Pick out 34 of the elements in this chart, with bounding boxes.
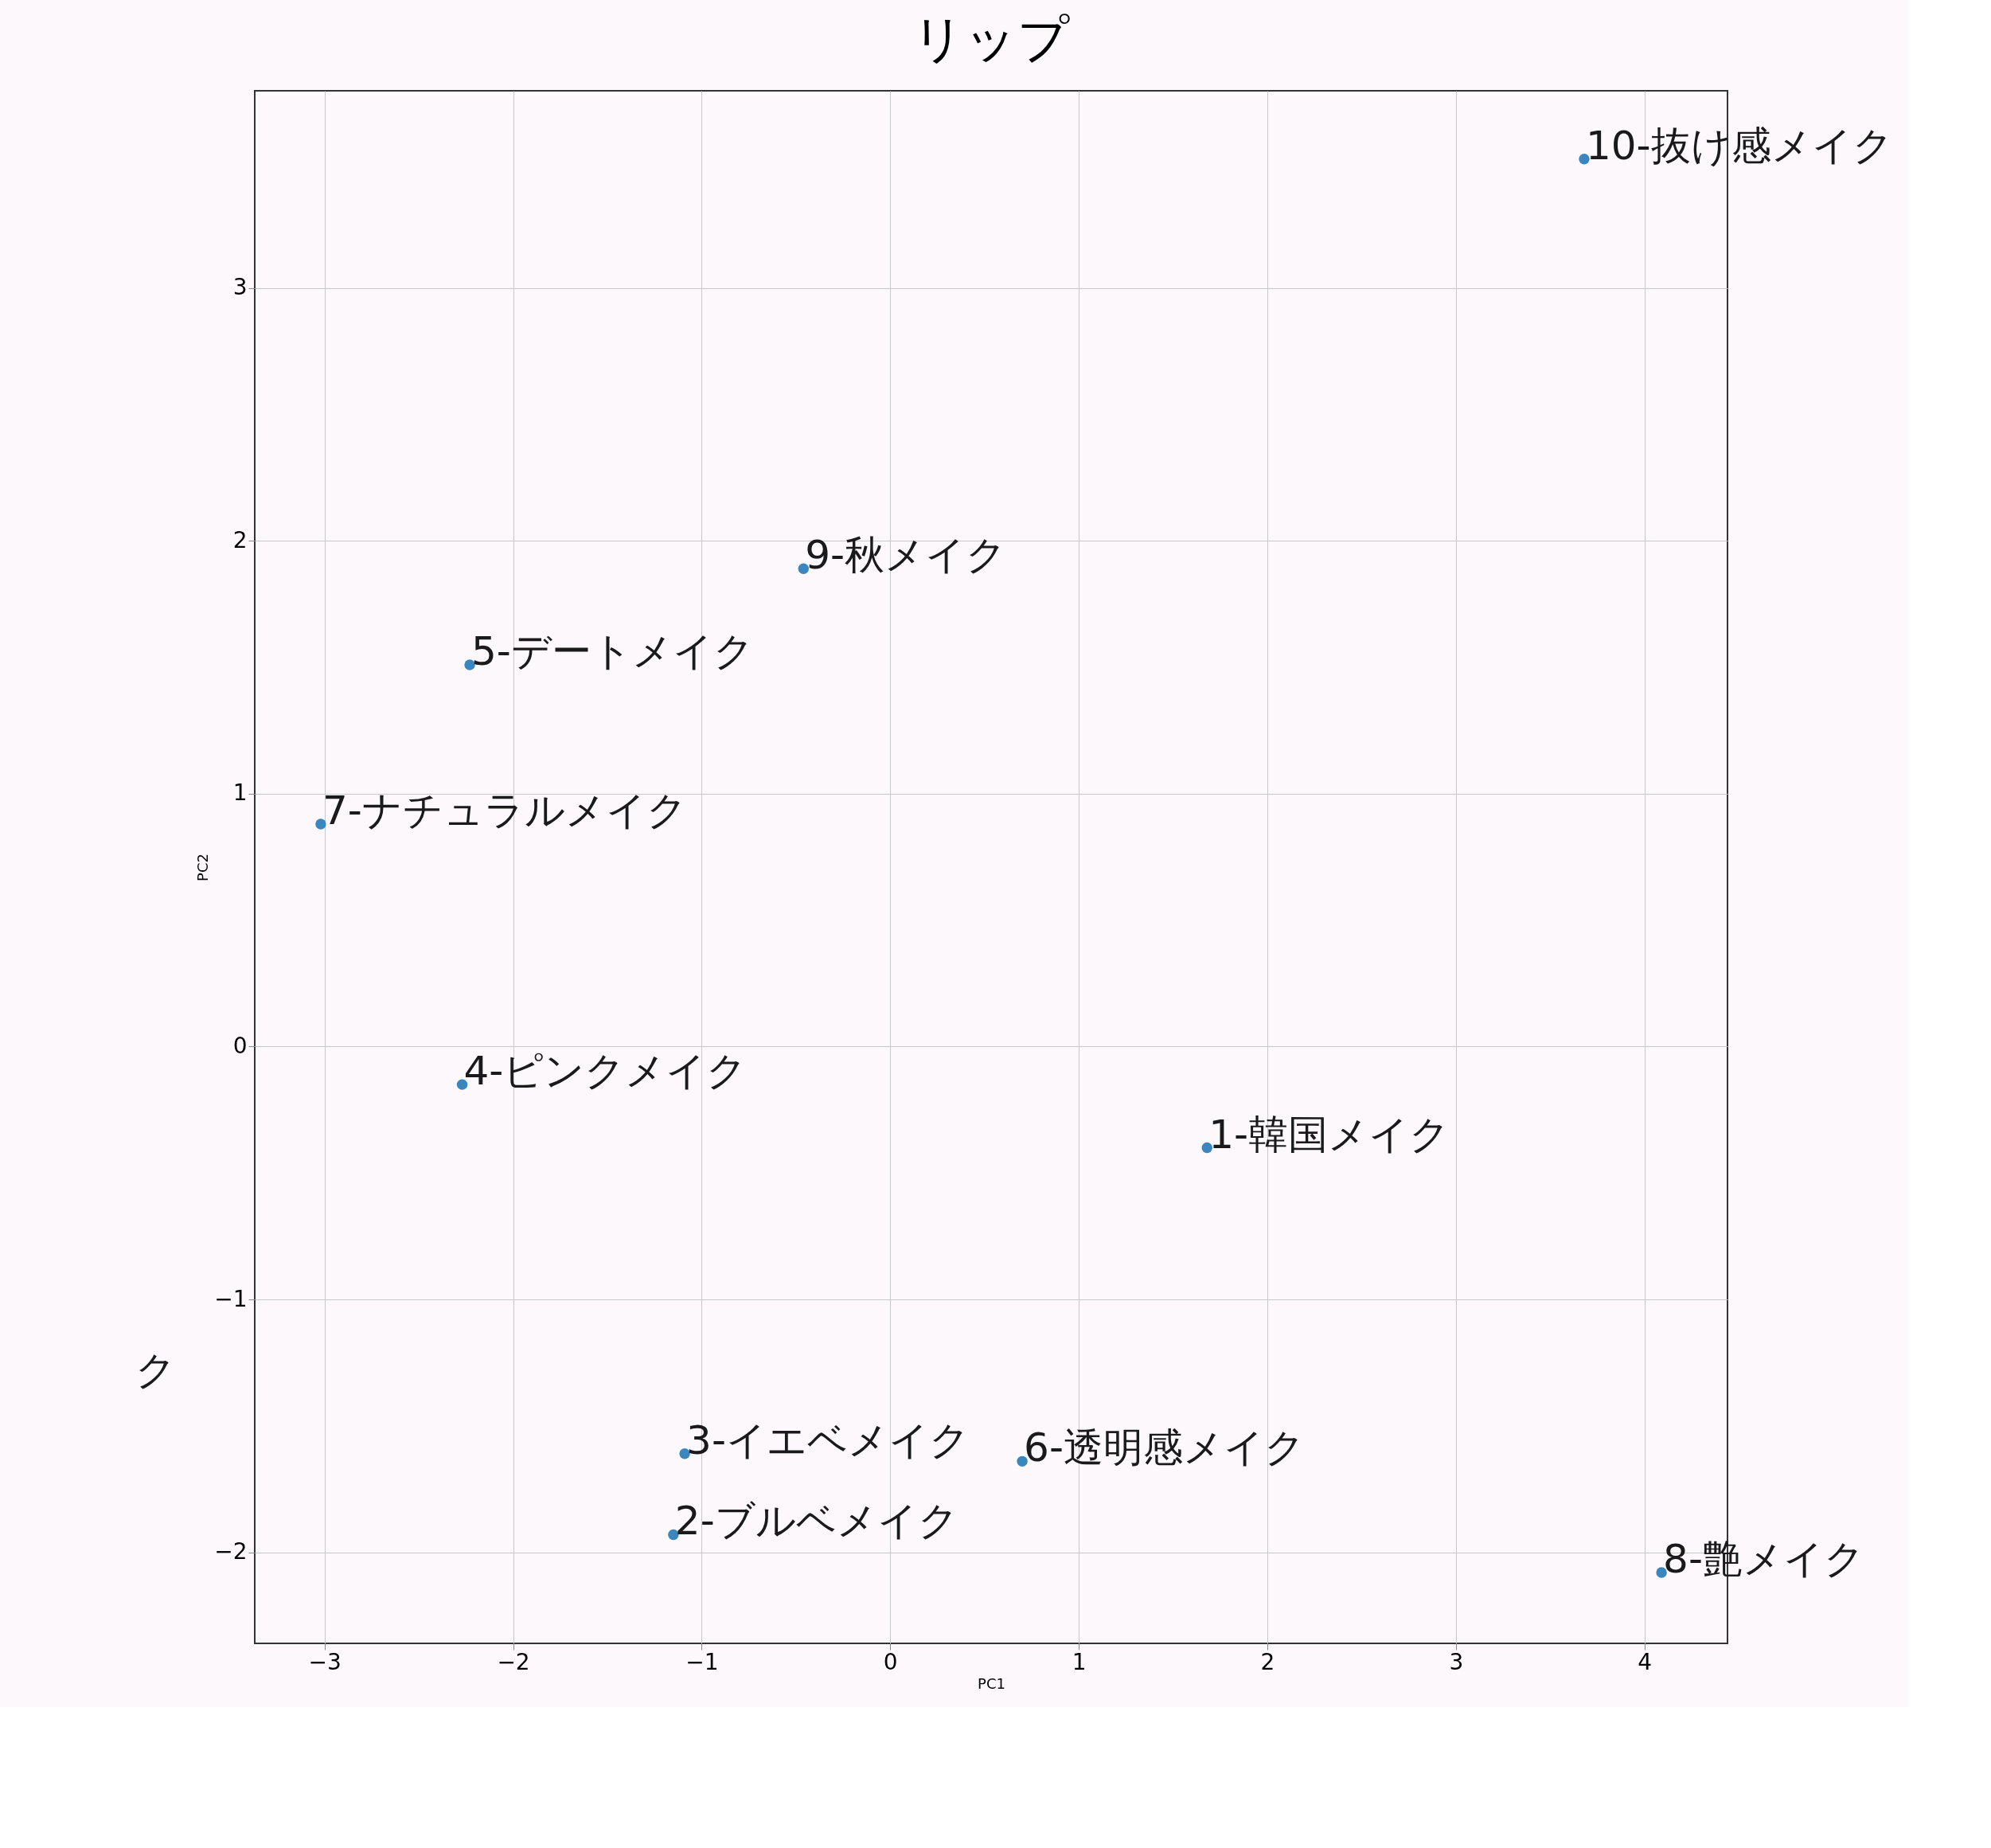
y-tick-label: 3 [232,274,248,301]
point [1579,154,1590,165]
text: ク [135,1346,176,1393]
point [464,659,475,670]
x-tick-label: −2 [497,1648,530,1675]
x-tick-label: 4 [1638,1648,1653,1675]
point [1201,1142,1212,1154]
y-tick-label: 0 [232,1032,248,1059]
text: 4-ピンクメイク [463,1048,748,1095]
chart-title: リップ [912,10,1070,68]
point [1017,1455,1028,1467]
text: 1-韓国メイク [1208,1111,1450,1158]
text: 3-イエベメイク [686,1416,970,1463]
text: 6-透明感メイク [1024,1424,1305,1471]
y-tick-label: 1 [232,779,248,807]
point [679,1448,690,1459]
x-tick-label: −3 [308,1648,342,1675]
text: 7-ナチュラルメイク [322,787,687,834]
y-axis-title: PC2 [194,854,212,881]
x-axis-title: PC1 [978,1674,1005,1692]
point [668,1529,679,1541]
x-tick-label: 1 [1072,1648,1087,1675]
x-tick-label: 0 [883,1648,898,1675]
x-tick-label: 2 [1260,1648,1275,1675]
point [1656,1567,1667,1578]
text: 5-デートメイク [471,627,754,674]
y-tick-label: 2 [232,526,248,553]
point [315,819,326,830]
y-tick-label: −1 [214,1285,248,1312]
x-tick-label: −1 [685,1648,719,1675]
x-tick-label: 3 [1449,1648,1464,1675]
text: 9-秋メイク [805,532,1007,579]
text: 2-ブルベメイク [674,1498,958,1545]
y-tick-label: −2 [214,1538,248,1565]
